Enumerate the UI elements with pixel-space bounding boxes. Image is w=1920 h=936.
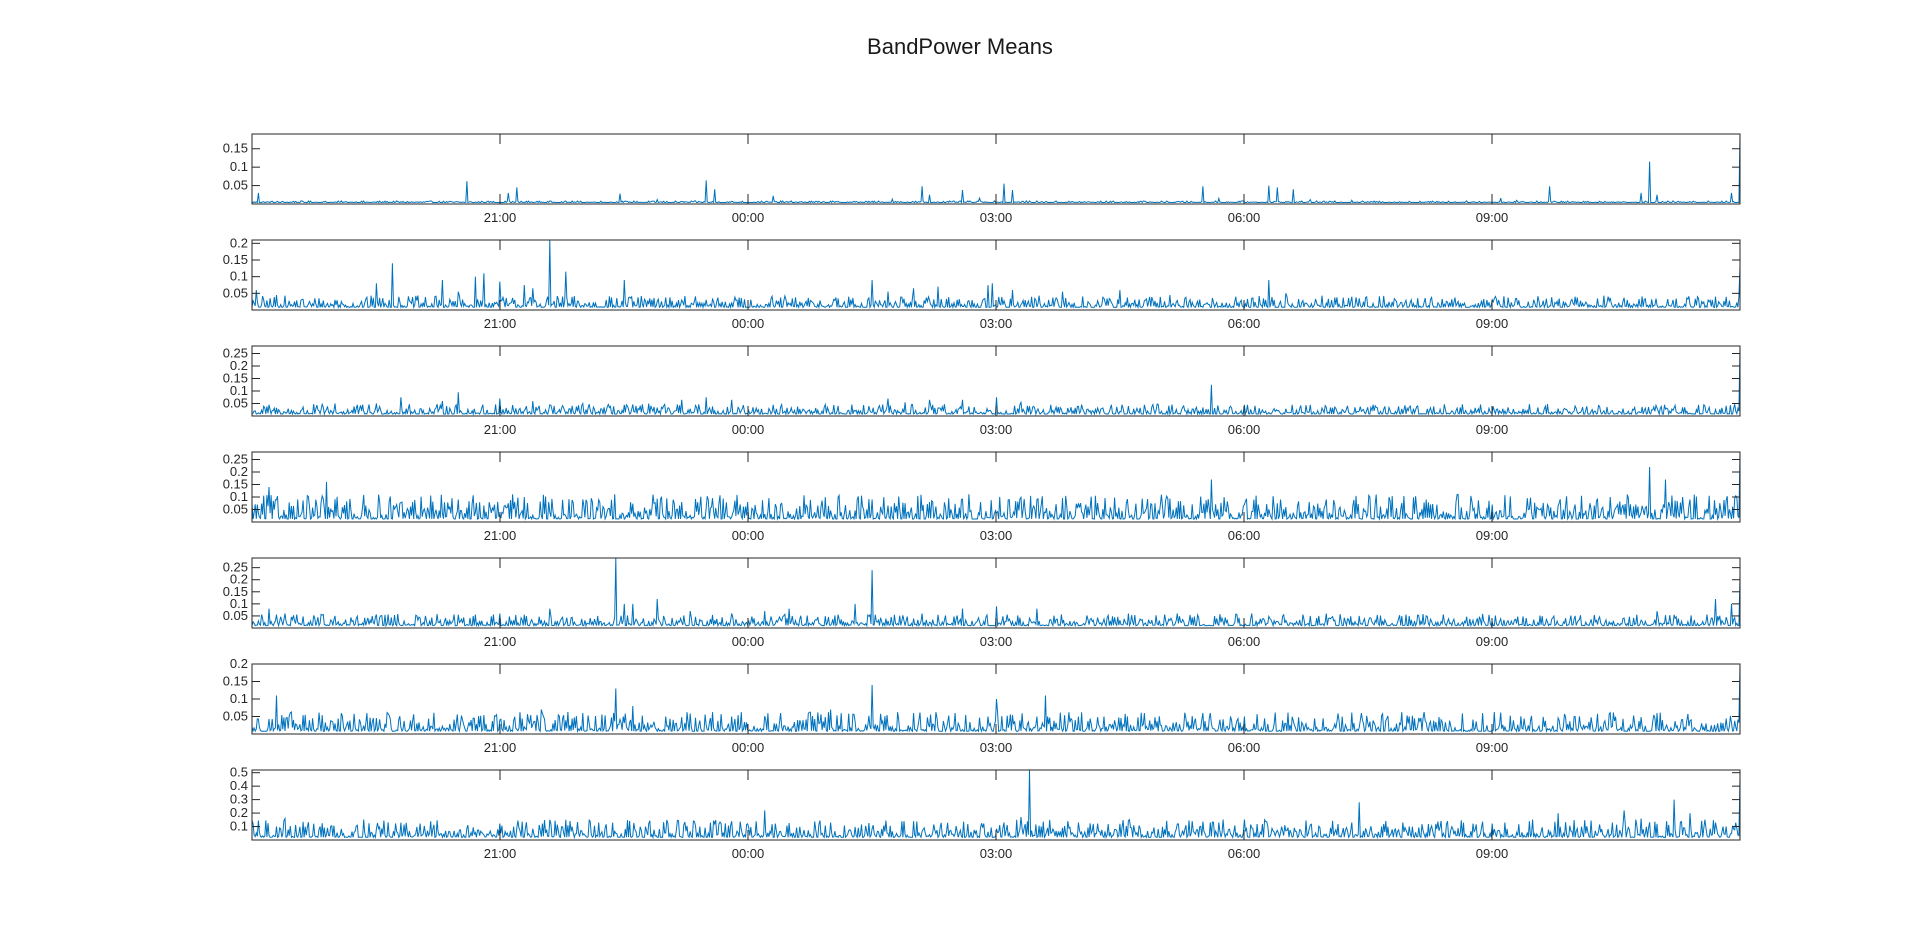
x-tick-label: 06:00	[1228, 528, 1261, 543]
axes-box	[251, 133, 1741, 205]
y-tick-label: 0.15	[223, 674, 248, 689]
x-tick-label: 06:00	[1228, 210, 1261, 225]
x-tick-label: 03:00	[980, 210, 1013, 225]
y-tick-label: 0.1	[230, 159, 248, 174]
x-tick-label: 00:00	[732, 634, 765, 649]
x-tick-label: 21:00	[484, 528, 517, 543]
series-line	[251, 133, 1741, 204]
y-tick-label: 0.2	[230, 805, 248, 820]
x-tick-label: 00:00	[732, 740, 765, 755]
x-tick-label: 06:00	[1228, 422, 1261, 437]
y-tick-label: 0.15	[223, 584, 248, 599]
y-tick-label: 0.15	[223, 141, 248, 156]
y-tick-label: 0.05	[223, 608, 248, 623]
y-tick-label: 0.25	[223, 452, 248, 467]
y-tick-label: 0.2	[230, 464, 248, 479]
x-tick-label: 06:00	[1228, 846, 1261, 861]
y-tick-label: 0.2	[230, 235, 248, 250]
x-tick-label: 09:00	[1476, 846, 1509, 861]
series-line	[251, 451, 1741, 521]
y-tick-label: 0.3	[230, 792, 248, 807]
y-tick-label: 0.2	[230, 358, 248, 373]
x-tick-label: 00:00	[732, 210, 765, 225]
x-tick-label: 21:00	[484, 846, 517, 861]
y-tick-label: 0.15	[223, 252, 248, 267]
x-tick-label: 06:00	[1228, 316, 1261, 331]
x-tick-label: 00:00	[732, 528, 765, 543]
x-tick-label: 03:00	[980, 528, 1013, 543]
y-tick-label: 0.1	[230, 596, 248, 611]
subplot-7: 0.10.20.30.40.5 21:00 00:00 03:00 06:00 09:00	[230, 765, 1741, 861]
y-tick-label: 0.1	[230, 269, 248, 284]
subplot-5: 0.050.10.150.20.25 21:00 00:00 03:00 06:00 09…	[223, 557, 1741, 649]
y-tick-label: 0.05	[223, 709, 248, 724]
subplot-2: 0.050.1 0.15 0.2 21:00 00:00 03:00 06:00 09:00	[223, 235, 1741, 331]
y-tick-label: 0.2	[230, 656, 248, 671]
x-tick-label: 06:00	[1228, 740, 1261, 755]
x-tick-label: 09:00	[1476, 634, 1509, 649]
x-tick-label: 21:00	[484, 740, 517, 755]
y-tick-label: 0.1	[230, 819, 248, 834]
y-tick-label: 0.1	[230, 489, 248, 504]
figure-title: BandPower Means	[867, 34, 1053, 59]
x-tick-label: 09:00	[1476, 740, 1509, 755]
y-tick-label: 0.25	[223, 346, 248, 361]
x-tick-label: 06:00	[1228, 634, 1261, 649]
x-tick-label: 21:00	[484, 422, 517, 437]
x-tick-label: 03:00	[980, 846, 1013, 861]
y-tick-label: 0.05	[223, 502, 248, 517]
x-tick-label: 03:00	[980, 740, 1013, 755]
y-tick-label: 0.1	[230, 691, 248, 706]
y-tick-label: 0.5	[230, 765, 248, 780]
y-tick-label: 0.05	[223, 396, 248, 411]
y-tick-label: 0.15	[223, 371, 248, 386]
x-tick-label: 00:00	[732, 316, 765, 331]
subplot-1: 0.05 0.1 0.15 21:00 00:00 03:00 06:00 09:00	[223, 133, 1741, 225]
x-tick-label: 09:00	[1476, 210, 1509, 225]
y-tick-label: 0.2	[230, 572, 248, 587]
x-tick-label: 21:00	[484, 316, 517, 331]
series-line	[251, 769, 1741, 840]
series-line	[251, 345, 1741, 416]
y-tick-label: 0.05	[223, 178, 248, 193]
series-line	[251, 663, 1741, 734]
series-line	[251, 557, 1741, 628]
y-tick-label: 0.25	[223, 560, 248, 575]
x-tick-label: 03:00	[980, 316, 1013, 331]
y-tick-label: 0.05	[223, 285, 248, 300]
subplot-4: 0.050.10.150.20.25 21:00 00:00 03:00 06:00 09…	[223, 451, 1741, 543]
subplot-3: 0.050.10.150.20.25 21:00 00:00 03:00 06:00 09…	[223, 345, 1741, 437]
y-tick-label: 0.15	[223, 477, 248, 492]
x-tick-label: 03:00	[980, 634, 1013, 649]
series-line	[251, 239, 1741, 310]
x-tick-label: 21:00	[484, 634, 517, 649]
x-tick-label: 09:00	[1476, 528, 1509, 543]
y-tick-label: 0.1	[230, 383, 248, 398]
x-tick-label: 00:00	[732, 846, 765, 861]
x-tick-label: 09:00	[1476, 316, 1509, 331]
x-tick-label: 21:00	[484, 210, 517, 225]
x-tick-label: 00:00	[732, 422, 765, 437]
subplot-6: 0.05 0.1 0.15 0.2 21:00 00:00 03:00 06:00 09:00	[223, 656, 1741, 755]
x-tick-label: 09:00	[1476, 422, 1509, 437]
x-tick-label: 03:00	[980, 422, 1013, 437]
y-tick-label: 0.4	[230, 778, 248, 793]
